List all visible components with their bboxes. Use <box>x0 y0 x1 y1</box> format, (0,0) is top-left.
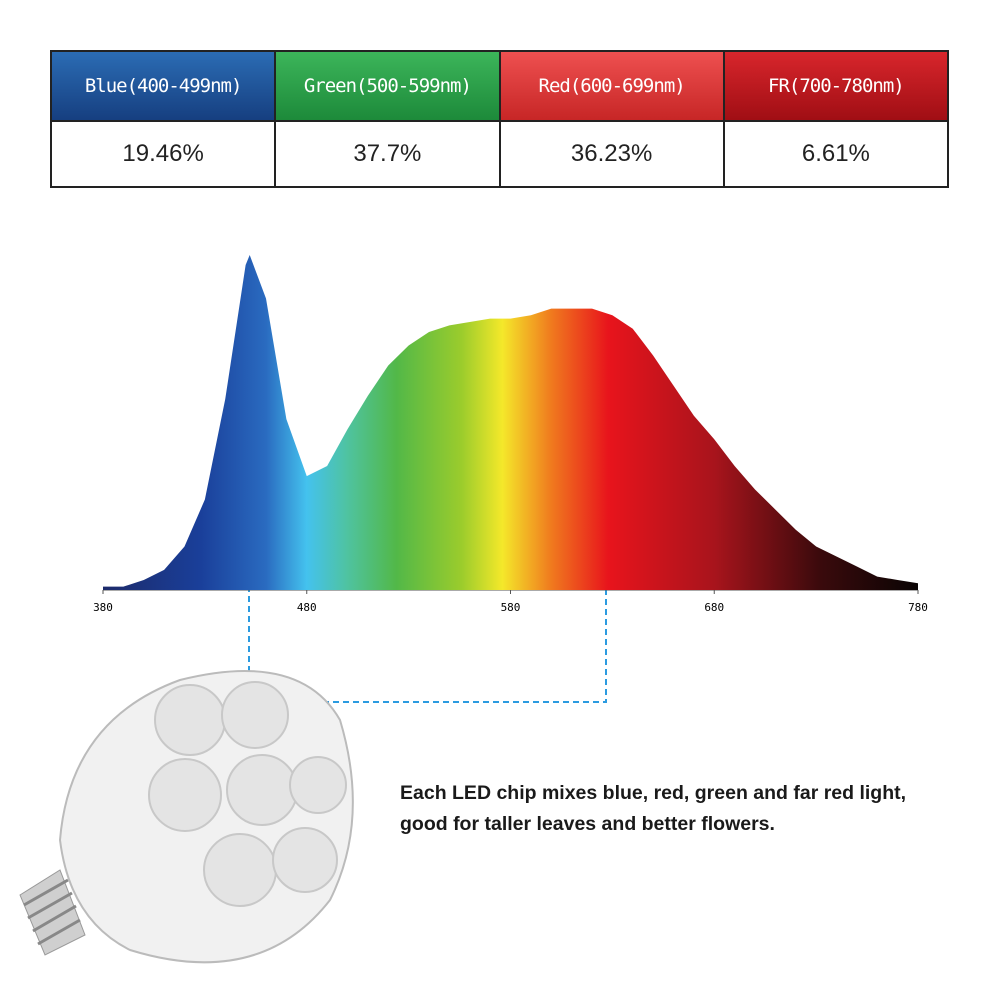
header-cell: Green(500-599nm) <box>274 50 501 122</box>
caption: Each LED chip mixes blue, red, green and… <box>400 782 907 835</box>
x-tick-label: 380 <box>93 601 113 614</box>
value-cell: 37.7% <box>274 120 501 188</box>
spectrum-table: Blue(400-499nm) Green(500-599nm) Red(600… <box>49 50 950 188</box>
x-tick-label: 580 <box>501 601 521 614</box>
bulb <box>19 670 354 964</box>
x-tick-label: 780 <box>908 601 928 614</box>
value-cell: 6.61% <box>722 120 950 188</box>
value-cell: 36.23% <box>498 120 725 188</box>
header-cell: Red(600-699nm) <box>498 50 725 122</box>
x-tick-label: 480 <box>297 601 317 614</box>
bracket <box>248 546 607 703</box>
header-cell: Blue(400-499nm) <box>49 50 277 122</box>
x-tick-label: 680 <box>704 601 724 614</box>
header-cell: FR(700-780nm) <box>722 50 950 122</box>
spectrum-area <box>103 255 918 590</box>
value-cell: 19.46% <box>49 120 277 188</box>
